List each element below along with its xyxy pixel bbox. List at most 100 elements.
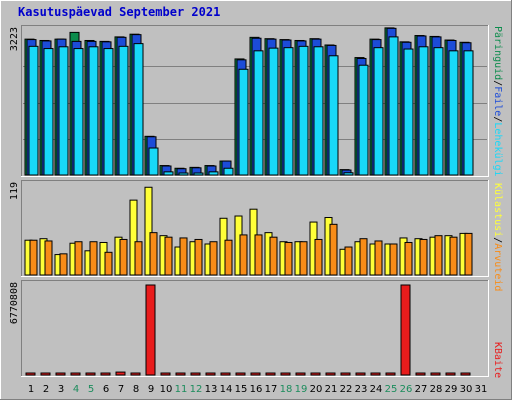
legend-entry: / (492, 116, 503, 122)
x-tick-label: 11 (175, 384, 188, 395)
bar-arvuteid-day-13 (209, 241, 218, 276)
legend: Päringuid/Faile/Lehekülgi (492, 26, 503, 177)
bar-kbaite-day-17 (265, 372, 276, 376)
x-tick-label: 14 (220, 384, 233, 395)
bar-kbaite-day-11 (175, 372, 186, 376)
bar-arvuteid-day-18 (284, 241, 293, 276)
bar-arvuteid-day-9 (149, 232, 158, 276)
bar-lehekülgi-day-5 (88, 46, 99, 176)
bar-lehekülgi-day-15 (238, 68, 249, 176)
bar-lehekülgi-day-19 (298, 45, 309, 176)
bar-lehekülgi-day-25 (388, 36, 399, 176)
x-tick-label: 4 (73, 384, 79, 395)
bar-kbaite-day-13 (205, 372, 216, 376)
bar-arvuteid-day-6 (104, 251, 113, 276)
bar-kbaite-day-16 (250, 372, 261, 376)
bar-kbaite-day-10 (160, 372, 171, 376)
x-tick-label: 5 (88, 384, 94, 395)
bar-kbaite-day-15 (235, 372, 246, 376)
bar-kbaite-day-3 (55, 372, 66, 376)
bar-lehekülgi-day-10 (163, 171, 174, 176)
x-tick-label: 23 (355, 384, 368, 395)
bar-külastusi-day-9 (144, 186, 153, 276)
y-max-label: 119 (9, 182, 20, 200)
x-tick-label: 21 (325, 384, 338, 395)
x-tick-label: 27 (415, 384, 428, 395)
bar-lehekülgi-day-30 (463, 50, 474, 176)
bar-arvuteid-day-10 (164, 236, 173, 276)
bar-arvuteid-day-1 (29, 239, 38, 276)
bar-külastusi-day-8 (129, 199, 138, 276)
chart-title: Kasutuspäevad September 2021 (18, 5, 220, 19)
bar-kbaite-day-19 (295, 372, 306, 376)
x-tick-label: 18 (280, 384, 293, 395)
bar-kbaite-day-22 (340, 372, 351, 376)
bar-arvuteid-day-15 (239, 234, 248, 276)
x-tick-label: 17 (265, 384, 278, 395)
x-tick-label: 7 (118, 384, 124, 395)
bar-lehekülgi-day-29 (448, 50, 459, 176)
x-tick-label: 12 (190, 384, 203, 395)
x-tick-label: 3 (58, 384, 64, 395)
x-tick-label: 24 (370, 384, 383, 395)
bar-kbaite-day-2 (40, 372, 51, 376)
bar-lehekülgi-day-14 (223, 167, 234, 176)
bar-kbaite-day-25 (385, 372, 396, 376)
legends: Päringuid/Faile/LehekülgiKülastusi/Arvut… (492, 26, 503, 378)
bar-arvuteid-day-7 (119, 238, 128, 276)
legend-entry: / (492, 237, 503, 243)
bar-kbaite-day-24 (370, 372, 381, 376)
bar-kbaite-day-28 (430, 372, 441, 376)
bar-arvuteid-day-25 (389, 243, 398, 276)
bar-lehekülgi-day-26 (403, 48, 414, 176)
bar-arvuteid-day-8 (134, 241, 143, 276)
x-tick-label: 16 (250, 384, 263, 395)
bar-arvuteid-day-23 (359, 238, 368, 276)
legend-entry: Faile (492, 86, 503, 116)
bar-kbaite-day-23 (355, 372, 366, 376)
x-tick-label: 26 (400, 384, 413, 395)
x-tick-label: 6 (103, 384, 109, 395)
x-tick-label: 15 (235, 384, 248, 395)
bar-arvuteid-day-22 (344, 246, 353, 276)
x-tick-label: 28 (430, 384, 443, 395)
bar-lehekülgi-day-23 (358, 64, 369, 176)
bar-kbaite-day-4 (70, 372, 81, 376)
legend-entry: Arvuteid (492, 243, 503, 291)
bar-kbaite-day-9 (145, 284, 156, 376)
bar-arvuteid-day-20 (314, 238, 323, 276)
bar-lehekülgi-day-11 (178, 172, 189, 176)
bar-kbaite-day-5 (85, 372, 96, 376)
bar-lehekülgi-day-6 (103, 48, 114, 176)
bar-kbaite-day-6 (100, 372, 111, 376)
legend-entry: Külastusi (492, 183, 503, 237)
x-tick-label: 9 (148, 384, 154, 395)
bar-arvuteid-day-27 (419, 238, 428, 276)
x-tick-label: 1 (28, 384, 34, 395)
legend-entry: Päringuid (492, 26, 503, 80)
x-tick-label: 20 (310, 384, 323, 395)
bar-kbaite-day-27 (415, 372, 426, 376)
bar-lehekülgi-day-1 (28, 45, 39, 176)
x-tick-label: 10 (160, 384, 173, 395)
x-tick-label: 25 (385, 384, 398, 395)
bar-arvuteid-day-14 (224, 239, 233, 276)
bar-kbaite-day-8 (130, 372, 141, 376)
bar-arvuteid-day-12 (194, 238, 203, 276)
legend-entry: Lehekülgi (492, 122, 503, 176)
bar-kbaite-day-30 (460, 372, 471, 376)
bar-lehekülgi-day-8 (133, 43, 144, 176)
x-tick-label: 29 (445, 384, 458, 395)
bar-lehekülgi-day-16 (253, 50, 264, 176)
bar-lehekülgi-day-28 (433, 47, 444, 176)
legend-entry: / (492, 80, 503, 86)
bar-kbaite-day-20 (310, 372, 321, 376)
bar-lehekülgi-day-4 (73, 48, 84, 176)
bar-arvuteid-day-4 (74, 241, 83, 276)
legend-entry: KBaite (492, 342, 503, 378)
x-tick-label: 19 (295, 384, 308, 395)
bar-lehekülgi-day-7 (118, 45, 129, 176)
bar-kbaite-day-29 (445, 372, 456, 376)
bar-arvuteid-day-16 (254, 234, 263, 276)
bar-lehekülgi-day-20 (313, 46, 324, 176)
